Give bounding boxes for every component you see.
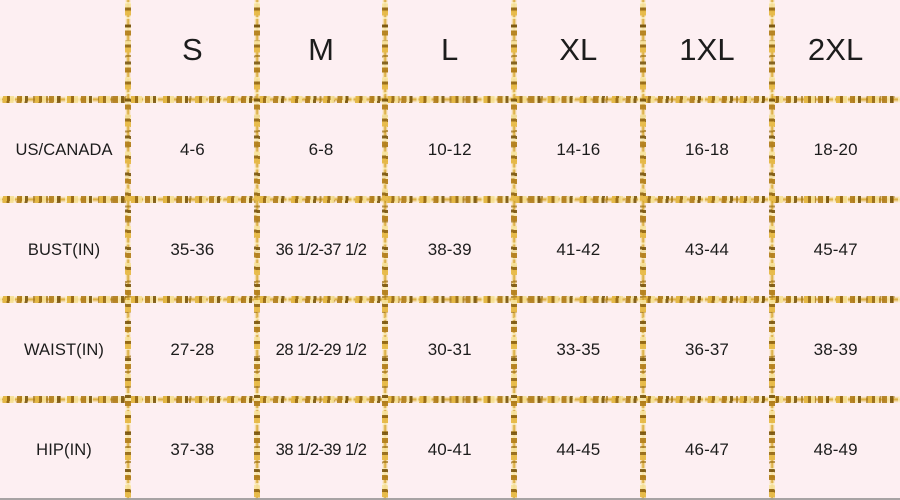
table-row: US/CANADA 4-6 6-8 10-12 14-16 16-18 18-2… [0,100,900,200]
row-label-us-canada: US/CANADA [0,100,129,200]
cell-bust-s: 35-36 [128,200,257,300]
cell-waist-s: 27-28 [128,300,257,400]
bottom-edge-rule [0,498,900,500]
cell-bust-l: 38-39 [385,200,515,300]
table-row: WAIST(IN) 27-28 28 1/2-29 1/2 30-31 33-3… [0,300,900,400]
cell-waist-xl: 33-35 [514,300,643,400]
cell-waist-m: 28 1/2-29 1/2 [256,300,386,400]
column-header-s: S [128,0,257,100]
cell-us-canada-xl: 14-16 [514,100,643,200]
table-row: HIP(IN) 37-38 38 1/2-39 1/2 40-41 44-45 … [0,400,900,500]
cell-hip-s: 37-38 [128,400,257,500]
column-header-m: M [256,0,386,100]
cell-us-canada-2xl: 18-20 [771,100,900,200]
cell-bust-xl: 41-42 [514,200,643,300]
cell-waist-1xl: 36-37 [642,300,772,400]
cell-hip-2xl: 48-49 [771,400,900,500]
corner-cell [0,0,129,100]
row-label-waist: WAIST(IN) [0,300,129,400]
column-header-2xl: 2XL [771,0,900,100]
cell-waist-2xl: 38-39 [771,300,900,400]
cell-bust-2xl: 45-47 [771,200,900,300]
table-row: BUST(IN) 35-36 36 1/2-37 1/2 38-39 41-42… [0,200,900,300]
cell-us-canada-s: 4-6 [128,100,257,200]
cell-us-canada-l: 10-12 [385,100,515,200]
column-header-1xl: 1XL [642,0,772,100]
column-header-l: L [385,0,515,100]
cell-hip-1xl: 46-47 [642,400,772,500]
row-label-bust: BUST(IN) [0,200,129,300]
cell-hip-xl: 44-45 [514,400,643,500]
cell-us-canada-1xl: 16-18 [642,100,772,200]
cell-hip-m: 38 1/2-39 1/2 [256,400,386,500]
cell-us-canada-m: 6-8 [256,100,386,200]
table-header-row: S M L XL 1XL 2XL [0,0,900,100]
cell-waist-l: 30-31 [385,300,515,400]
cell-bust-1xl: 43-44 [642,200,772,300]
cell-hip-l: 40-41 [385,400,515,500]
cell-bust-m: 36 1/2-37 1/2 [256,200,386,300]
row-label-hip: HIP(IN) [0,400,129,500]
column-header-xl: XL [514,0,643,100]
